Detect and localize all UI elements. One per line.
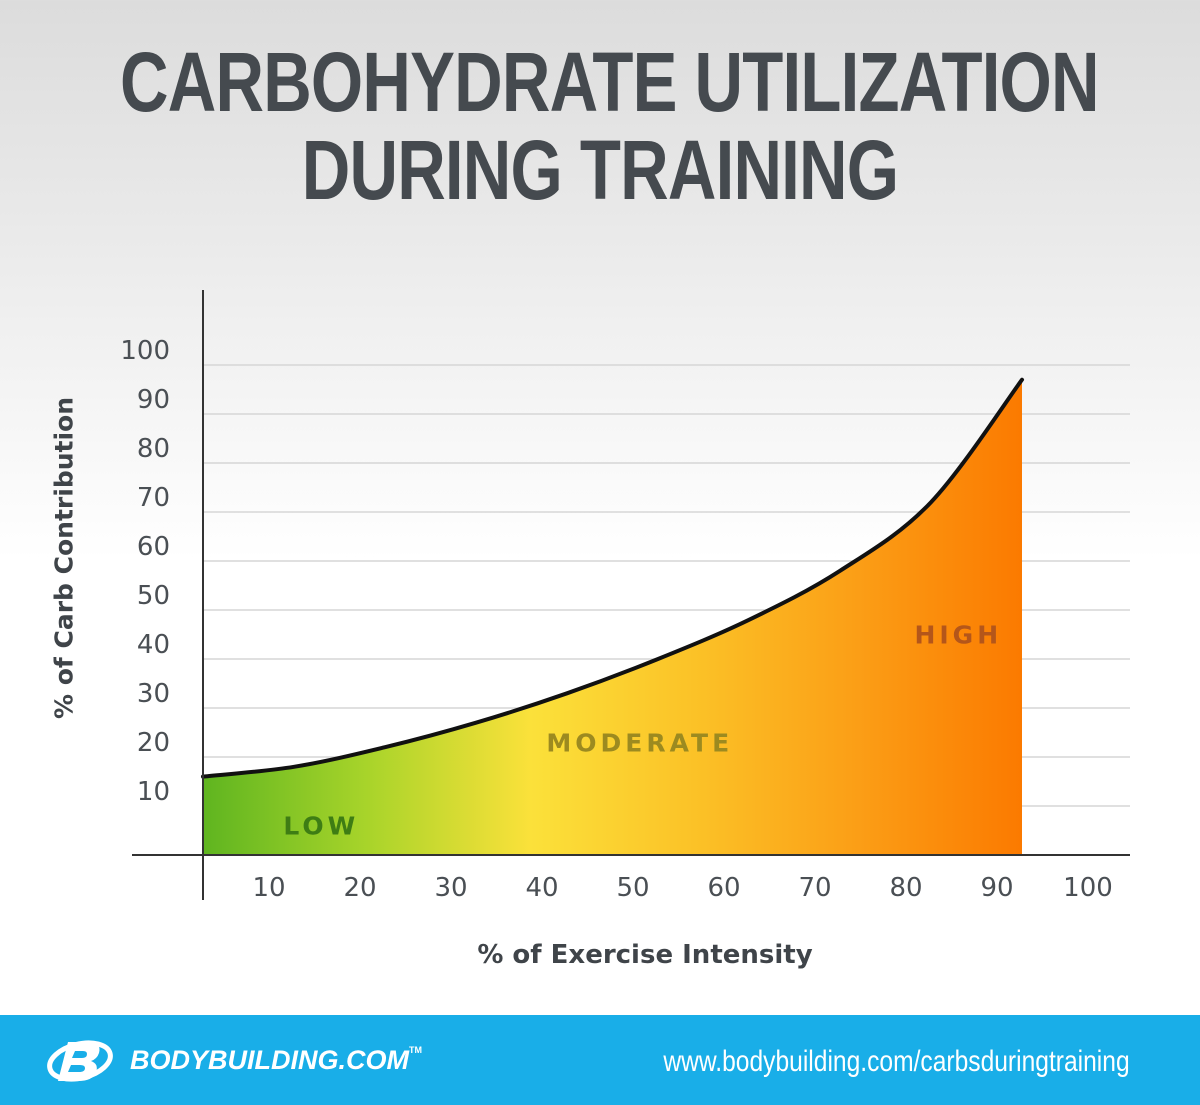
x-tick-label: 60 [707,873,740,903]
footer-bar: BODYBUILDING.COMTM www.bodybuilding.com/… [0,1015,1200,1105]
y-tick-label: 100 [120,336,170,366]
zone-label-moderate: MODERATE [546,728,733,757]
x-tick-label: 40 [525,873,558,903]
brand-name: BODYBUILDING.COMTM [130,1045,422,1075]
y-tick-label: 30 [137,679,170,709]
zone-label-high: HIGH [914,621,1002,650]
chart-title: CARBOHYDRATE UTILIZATION DURING TRAINING [120,35,1100,217]
trademark-mark: TM [409,1045,422,1055]
zone-label-low: LOW [283,812,359,841]
y-tick-label: 70 [137,483,170,513]
y-tick-label: 60 [137,532,170,562]
x-tick-label: 10 [252,873,285,903]
chart-title-line-2: DURING TRAINING [301,123,899,217]
y-tick-label: 20 [137,728,170,758]
x-axis-label: % of Exercise Intensity [477,940,813,970]
x-tick-label: 50 [616,873,649,903]
x-tick-label: 30 [434,873,467,903]
y-tick-label: 50 [137,581,170,611]
series-line [201,377,1024,779]
x-tick-label: 20 [343,873,376,903]
y-axis-label: % of Carb Contribution [49,396,79,720]
bodybuilding-logo-icon [47,1040,113,1082]
x-tick-label: 100 [1063,873,1113,903]
x-tick-label: 90 [980,873,1013,903]
y-tick-label: 10 [137,777,170,807]
area-fill [203,379,1022,855]
carb-utilization-chart: 10 20 30 40 50 60 70 80 90 100 10 20 30 40 50 60 70 80 90 1… [120,290,1130,903]
y-tick-label: 80 [137,434,170,464]
y-tick-label: 90 [137,385,170,415]
chart-title-line-1: CARBOHYDRATE UTILIZATION [120,35,1100,129]
x-tick-label: 70 [798,873,831,903]
source-url[interactable]: www.bodybuilding.com/carbsduringtraining [663,1045,1130,1078]
y-tick-label: 40 [137,630,170,660]
x-tick-label: 80 [889,873,922,903]
